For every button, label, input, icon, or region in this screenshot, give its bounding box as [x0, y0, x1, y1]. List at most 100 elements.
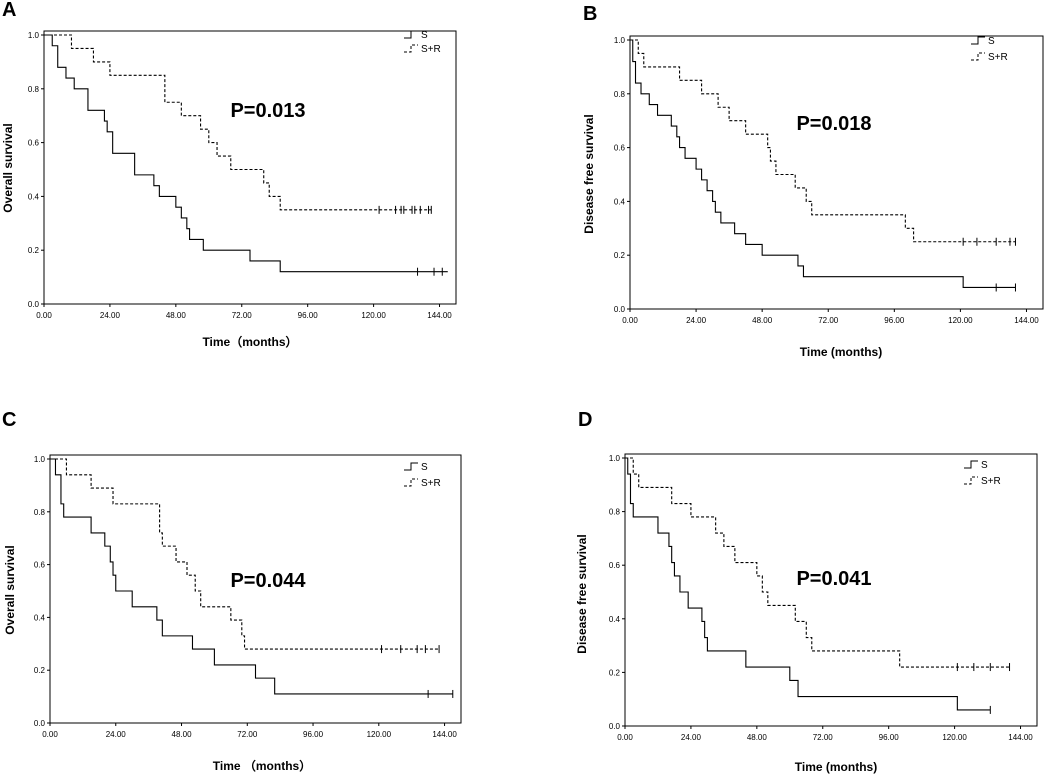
x-axis-title: Time (months) [800, 345, 882, 359]
legend-label: S+R [981, 476, 1001, 487]
y-tick-label: 0.4 [34, 613, 46, 622]
y-tick-label: 0.4 [609, 615, 621, 624]
x-tick-label: 96.00 [879, 733, 900, 742]
y-tick-label: 0.6 [614, 144, 626, 153]
y-axis-title: Disease free survival [575, 534, 589, 653]
y-axis-title: Overall survival [3, 545, 17, 634]
x-tick-label: 48.00 [172, 730, 193, 739]
legend-swatch [971, 36, 985, 45]
y-tick-label: 1.0 [609, 454, 621, 463]
legend-label: S [981, 460, 988, 471]
y-tick-label: 1.0 [34, 455, 46, 464]
x-axis-title: Time （months） [213, 758, 311, 773]
x-tick-label: 0.00 [622, 316, 638, 325]
x-tick-label: 48.00 [752, 316, 773, 325]
x-tick-label: 96.00 [303, 730, 324, 739]
x-tick-label: 72.00 [818, 316, 839, 325]
p-value: P=0.018 [796, 113, 871, 135]
series-line-s [50, 458, 453, 695]
y-tick-label: 0.8 [34, 508, 46, 517]
series-line-s [630, 39, 1016, 289]
p-value: P=0.013 [230, 100, 305, 122]
y-tick-label: 0.2 [614, 251, 626, 260]
y-tick-label: 0.6 [34, 561, 46, 570]
panel-b: B 0.00 24.00 48.00 72.00 96.00 120.00 144.00 0.… [0, 0, 1053, 387]
x-tick-label: 72.00 [237, 730, 258, 739]
x-tick-label: 48.00 [166, 311, 187, 320]
y-tick-label: 0.8 [609, 508, 621, 517]
y-tick-label: 0.8 [28, 85, 40, 94]
legend-swatch [404, 30, 418, 39]
y-axis-title: Overall survival [1, 123, 15, 212]
y-tick-label: 0.2 [609, 668, 621, 677]
y-tick-label: 0.0 [609, 722, 621, 731]
x-tick-label: 120.00 [367, 730, 392, 739]
x-tick-label: 120.00 [361, 311, 386, 320]
y-tick-label: 0.0 [34, 719, 46, 728]
legend-label: S+R [421, 44, 441, 55]
y-tick-label: 0.6 [609, 561, 621, 570]
x-tick-label: 24.00 [681, 733, 702, 742]
x-tick-label: 48.00 [747, 733, 768, 742]
y-tick-label: 1.0 [614, 36, 626, 45]
legend-swatch [404, 462, 418, 471]
x-tick-label: 24.00 [686, 316, 707, 325]
legend-swatch [404, 478, 418, 487]
y-tick-label: 0.0 [614, 305, 626, 314]
x-tick-label: 72.00 [813, 733, 834, 742]
plot-frame [49, 454, 462, 724]
x-tick-label: 24.00 [100, 311, 121, 320]
legend-label: S [421, 462, 428, 473]
y-tick-label: 1.0 [28, 31, 40, 40]
x-axis-title: Time (months) [795, 760, 877, 774]
legend-swatch [971, 52, 985, 61]
panel-label: C [2, 409, 17, 431]
x-tick-label: 144.00 [1008, 733, 1033, 742]
x-tick-label: 0.00 [36, 311, 52, 320]
panel-label: B [583, 3, 598, 25]
series-line-s [625, 457, 991, 711]
p-value: P=0.044 [230, 570, 306, 592]
panel-label: D [578, 409, 593, 431]
y-tick-label: 0.0 [28, 300, 40, 309]
plot-frame [43, 30, 457, 305]
x-tick-label: 120.00 [942, 733, 967, 742]
series-line-s-plus-r [50, 458, 440, 650]
legend-label: S [988, 36, 995, 47]
x-tick-label: 24.00 [106, 730, 127, 739]
km-chart-c: 0.00 24.00 48.00 72.00 96.00 120.00 144.00 0.0 0… [3, 454, 462, 773]
series-line-s-plus-r [625, 457, 1010, 668]
legend-label: S+R [988, 52, 1008, 63]
y-tick-label: 0.4 [28, 192, 40, 201]
plot-frame [629, 35, 1044, 310]
x-tick-label: 144.00 [1014, 316, 1039, 325]
p-value: P=0.041 [796, 568, 871, 590]
y-tick-label: 0.2 [34, 666, 46, 675]
plot-frame [624, 453, 1038, 727]
legend-label: S+R [421, 478, 441, 489]
series-line-s-plus-r [44, 34, 432, 211]
y-tick-label: 0.8 [614, 90, 626, 99]
x-tick-label: 144.00 [432, 730, 457, 739]
x-tick-label: 120.00 [948, 316, 973, 325]
x-tick-label: 0.00 [617, 733, 633, 742]
legend-label: S [421, 30, 428, 41]
legend-swatch [964, 476, 978, 485]
y-tick-label: 0.6 [28, 139, 40, 148]
km-chart-b: 0.00 24.00 48.00 72.00 96.00 120.00 144.00 0.0 0… [582, 35, 1044, 359]
panel-a: A 0.00 24.00 48.00 72.00 96.00 120.00 144.00 0.… [0, 0, 526, 387]
km-chart-a: 0.00 24.00 48.00 72.00 96.00 120.00 144.00 0.0 0… [1, 30, 457, 349]
panel-label: A [2, 0, 17, 21]
x-tick-label: 72.00 [232, 311, 253, 320]
legend-swatch [404, 44, 418, 53]
series-line-s [44, 34, 448, 273]
legend-swatch [964, 460, 978, 469]
x-tick-label: 96.00 [884, 316, 905, 325]
x-axis-title: Time（months） [202, 334, 297, 349]
x-tick-label: 0.00 [42, 730, 58, 739]
y-tick-label: 0.4 [614, 197, 626, 206]
y-axis-title: Disease free survival [582, 114, 596, 233]
x-tick-label: 96.00 [298, 311, 319, 320]
